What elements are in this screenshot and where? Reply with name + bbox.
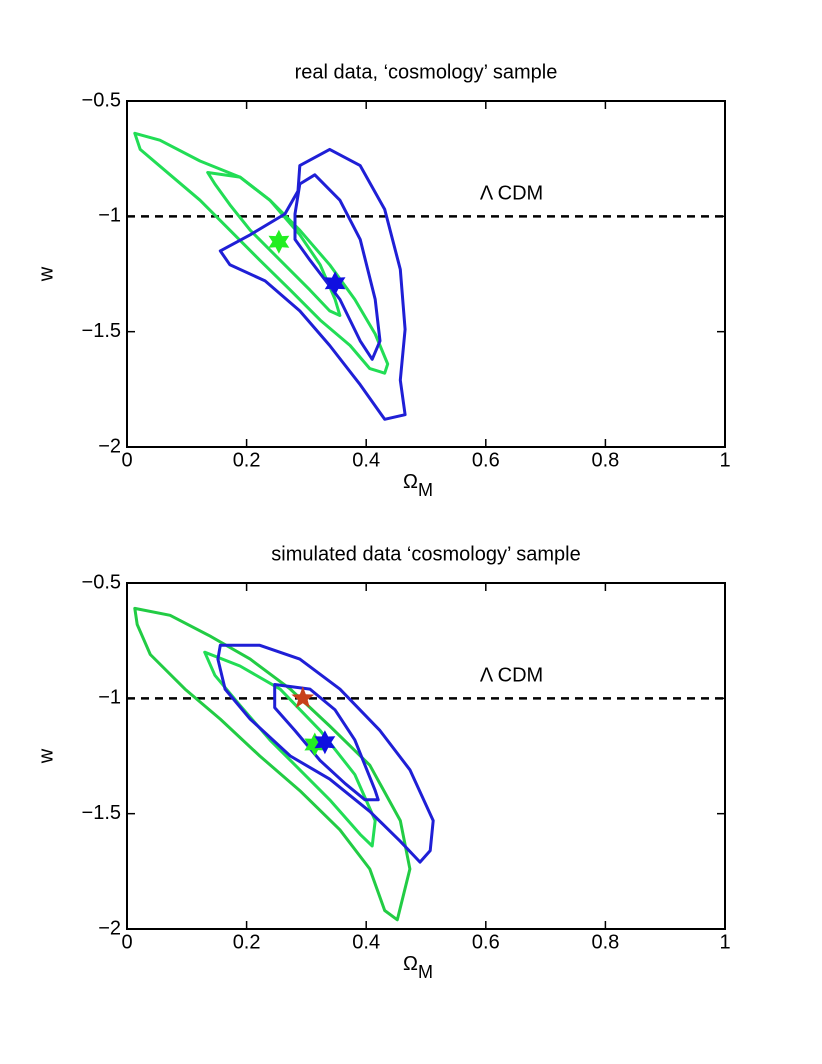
y-tick-label: −2 — [98, 435, 121, 457]
star-marker — [291, 686, 315, 708]
x-axis-label-main: Ω — [403, 471, 418, 493]
y-tick-label: −1.5 — [82, 802, 121, 824]
x-tick-label: 0.6 — [472, 931, 500, 953]
star-marker — [324, 271, 346, 296]
x-tick-label: 0.4 — [352, 931, 380, 953]
y-tick-label: −0.5 — [82, 89, 121, 111]
chart-title: real data, ‘cosmology’ sample — [295, 61, 558, 83]
contour-line — [218, 147, 407, 421]
x-axis-label-sub: M — [418, 480, 433, 500]
y-tick-label: −1 — [98, 205, 121, 227]
x-tick-label: 0 — [121, 449, 132, 471]
chart-title: simulated data ‘cosmology’ sample — [271, 543, 580, 565]
x-tick-label: 0.6 — [472, 449, 500, 471]
y-tick-label: −2 — [98, 917, 121, 939]
contour-line — [206, 171, 342, 317]
contour-line — [203, 650, 377, 848]
star-marker — [314, 730, 336, 755]
y-tick-label: −1.5 — [82, 320, 121, 342]
reference-label: Λ CDM — [480, 665, 543, 687]
y-tick-label: −1 — [98, 687, 121, 709]
x-axis-label-sub: M — [418, 962, 433, 982]
x-tick-label: 0.8 — [591, 931, 619, 953]
star-marker — [268, 229, 290, 254]
x-tick-label: 0.8 — [591, 449, 619, 471]
y-tick-label: −0.5 — [82, 571, 121, 593]
x-tick-label: 0.4 — [352, 449, 380, 471]
x-axis-label-main: Ω — [403, 953, 418, 975]
axes-box — [126, 100, 726, 448]
axes-box — [126, 582, 726, 930]
contour-line — [133, 606, 412, 922]
contour-line — [293, 173, 382, 361]
contour-line — [216, 643, 435, 864]
x-axis-label: ΩM — [403, 953, 433, 981]
x-axis-label: ΩM — [403, 471, 433, 499]
x-tick-label: 0.2 — [233, 449, 261, 471]
contour-line — [273, 683, 380, 802]
reference-label: Λ CDM — [480, 183, 543, 205]
x-tick-label: 0 — [121, 931, 132, 953]
contour-line — [133, 131, 390, 375]
x-tick-label: 0.2 — [233, 931, 261, 953]
x-tick-label: 1 — [719, 931, 730, 953]
star-marker — [304, 732, 326, 757]
y-axis-label: w — [35, 748, 57, 764]
y-axis-label: w — [35, 266, 57, 282]
x-tick-label: 1 — [719, 449, 730, 471]
